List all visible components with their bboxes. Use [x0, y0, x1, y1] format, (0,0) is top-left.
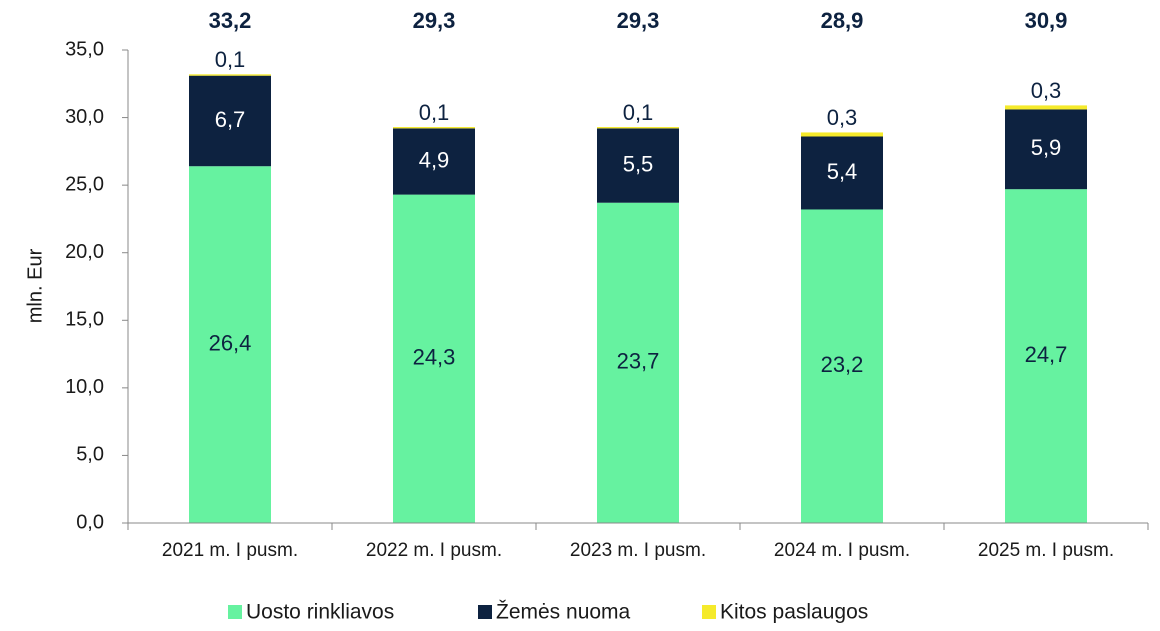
y-tick-label: 0,0: [76, 511, 104, 533]
data-label: 23,2: [821, 352, 864, 377]
legend-label: Uosto rinkliavos: [246, 601, 394, 624]
legend-label: Kitos paslaugos: [720, 601, 868, 624]
data-label: 0,3: [1031, 78, 1062, 103]
x-tick-label: 2021 m. I pusm.: [162, 540, 298, 561]
data-label: 24,3: [413, 345, 456, 370]
bar-segment: [597, 128, 679, 203]
bar-segment: [1005, 109, 1087, 190]
y-tick-label: 25,0: [65, 173, 104, 195]
x-tick-label: 2025 m. I pusm.: [978, 540, 1114, 561]
legend-swatch: [478, 605, 492, 619]
total-label: 29,3: [617, 8, 660, 33]
data-label: 0,1: [623, 100, 654, 125]
data-label: 0,1: [215, 47, 246, 72]
bar-segment: [597, 202, 679, 523]
y-tick-label: 5,0: [76, 444, 104, 466]
x-tick-label: 2022 m. I pusm.: [366, 540, 502, 561]
bar-segment: [393, 127, 475, 129]
data-label: 26,4: [209, 330, 252, 355]
legend-swatch: [702, 605, 716, 619]
bar-segment: [189, 166, 271, 524]
bar-segment: [189, 75, 271, 167]
data-label: 23,7: [617, 349, 660, 374]
y-tick-label: 10,0: [65, 376, 104, 398]
bar-segment: [393, 194, 475, 524]
data-label: 5,4: [827, 159, 858, 184]
legend-label: Žemės nuoma: [496, 601, 631, 624]
y-axis-label: mln. Eur: [24, 248, 46, 323]
bar-segment: [393, 128, 475, 195]
legend-swatch: [228, 605, 242, 619]
bar-segment: [597, 127, 679, 129]
bar-segment: [189, 74, 271, 76]
bar-segment: [801, 136, 883, 210]
bar-segment: [1005, 105, 1087, 110]
y-tick-label: 30,0: [65, 106, 104, 128]
y-tick-label: 35,0: [65, 38, 104, 60]
y-tick-label: 20,0: [65, 241, 104, 263]
bar-segment: [801, 132, 883, 137]
data-label: 5,5: [623, 151, 654, 176]
data-label: 24,7: [1025, 342, 1068, 367]
data-label: 5,9: [1031, 135, 1062, 160]
total-label: 29,3: [413, 8, 456, 33]
total-label: 33,2: [209, 8, 252, 33]
y-tick-label: 15,0: [65, 309, 104, 331]
x-tick-label: 2023 m. I pusm.: [570, 540, 706, 561]
total-label: 28,9: [821, 8, 864, 33]
data-label: 4,9: [419, 147, 450, 172]
data-label: 0,3: [827, 105, 858, 130]
data-label: 6,7: [215, 107, 246, 132]
bar-segment: [801, 209, 883, 523]
x-tick-label: 2024 m. I pusm.: [774, 540, 910, 561]
data-label: 0,1: [419, 100, 450, 125]
bar-segment: [1005, 189, 1087, 523]
total-label: 30,9: [1025, 8, 1068, 33]
